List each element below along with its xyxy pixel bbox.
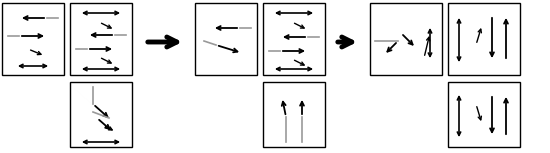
Bar (263, 3, 325, 75)
Bar (370, 3, 442, 75)
Bar (448, 3, 520, 75)
Bar (195, 3, 257, 75)
Bar (70, 3, 132, 75)
Bar (70, 82, 132, 147)
Bar (448, 82, 520, 147)
Bar (263, 82, 325, 147)
Bar (2, 3, 64, 75)
